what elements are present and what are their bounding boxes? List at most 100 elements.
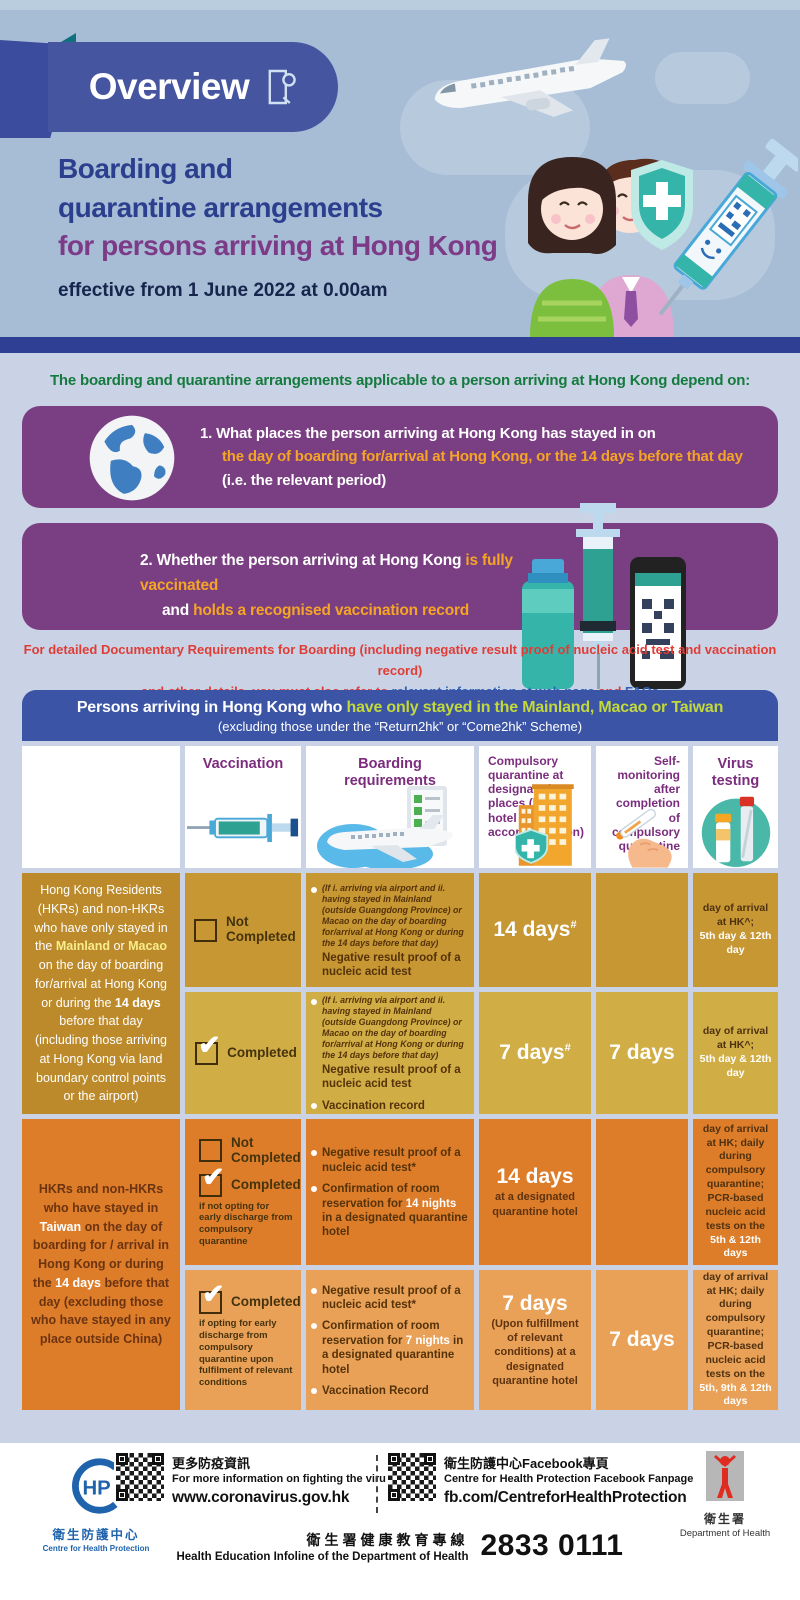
virus-testing-days: 5th, 9th & 12th days — [699, 1381, 772, 1408]
virus-testing-schedule: day of arrival at HK^; — [702, 1025, 769, 1052]
boarding-requirement: Confirmation of room reservation for 7 n… — [311, 1319, 468, 1377]
condition-1-line-b: the day of boarding for/arrival at Hong … — [222, 448, 743, 466]
doh-name-chinese: 衛生署 — [703, 1512, 746, 1526]
condition-2-line-a: Whether the person arriving at Hong Kong — [156, 552, 466, 569]
cloud-shape — [655, 52, 750, 104]
row2-label-text: on the day of boarding for / arrival in … — [32, 1219, 170, 1290]
header-top-strip — [0, 0, 800, 10]
airplane-icon — [434, 38, 626, 117]
infoline-phone-number: 2833 0111 — [480, 1529, 624, 1562]
row2a-vaccination-cell: Not Completed Completed if not opting fo… — [185, 1119, 301, 1265]
doh-logo-block: 衛生署 Department of Health — [670, 1451, 780, 1539]
row1-label-text: before that day (including those arrivin… — [34, 1014, 167, 1104]
infoline-block: 衛生署健康教育專線 Health Education Infoline of t… — [0, 1529, 800, 1563]
row2-highlight-14days: 14 days — [55, 1275, 102, 1290]
virus-testing-days: 5th day & 12th day — [699, 1053, 772, 1079]
svg-text:HP: HP — [82, 1478, 110, 1500]
chp-name-english: Centre for Health Protection — [42, 1544, 150, 1553]
infoline-label-chinese: 衛生署健康教育專線 — [306, 1531, 469, 1548]
row1b-quarantine-cell: 7 days# — [479, 992, 591, 1114]
row1a-boarding-cell: (If i. arriving via airport and ii. havi… — [306, 873, 474, 987]
header-cell-selfmonitoring: Self-monitoring after completion of comp… — [596, 746, 688, 868]
nights-highlight: 7 nights — [405, 1334, 450, 1347]
condition-2-line-b: and — [162, 601, 194, 619]
checkbox-checked-icon — [199, 1163, 225, 1197]
vaccination-header-label: Vaccination — [202, 756, 284, 772]
row2-label-text: before that day (excluding those who hav… — [31, 1275, 171, 1347]
divider-bar — [0, 337, 800, 353]
completed-row: Completed — [195, 1031, 297, 1065]
checkbox-checked-icon — [195, 1031, 221, 1065]
test-tubes-icon — [693, 790, 778, 868]
header-section: Overview Boarding and quarantine arrange… — [0, 0, 800, 337]
quarantine-duration: 14 days — [493, 918, 571, 942]
row2-group-label: HKRs and non-HKRs who have stayed in Tai… — [22, 1119, 180, 1410]
footer-divider — [376, 1455, 378, 1513]
chp-logo: HP — [72, 1458, 118, 1514]
footer-section: HP 衛生防護中心 Centre for Health Protection 更… — [0, 1443, 800, 1600]
condition-2-text: 2. Whether the person arriving at Hong K… — [140, 549, 580, 623]
row2b-boarding-cell: Negative result proof of a nucleic acid … — [306, 1270, 474, 1410]
row1a-quarantine-cell: 14 days# — [479, 873, 591, 987]
virus-testing-schedule: day of arrival at HK; daily during compu… — [702, 1122, 769, 1232]
overview-badge-label: Overview — [88, 66, 250, 107]
boarding-requirement: Negative result proof of a nucleic acid … — [322, 951, 461, 978]
condition-1-text: 1. What places the person arriving at Ho… — [200, 422, 760, 492]
row1-group-label: Hong Kong Residents (HKRs) and non-HKRs … — [22, 873, 180, 1114]
coronavirus-website-url: www.coronavirus.gov.hk — [172, 1489, 350, 1506]
chp-name-chinese: 衛生防護中心 — [52, 1528, 140, 1542]
facebook-label-chinese: 衛生防護中心Facebook專頁 — [444, 1456, 609, 1471]
virus-testing-days: 5th & 12th days — [710, 1233, 761, 1260]
row2a-selfmon-cell — [596, 1119, 688, 1265]
checkbox-empty-icon — [199, 1139, 222, 1163]
row2a-virus-cell: day of arrival at HK; daily during compu… — [693, 1119, 778, 1265]
boarding-requirement: Vaccination record — [311, 1099, 468, 1113]
selfmon-duration: 7 days — [609, 1041, 675, 1065]
disclaimer-line-1: For detailed Documentary Requirements fo… — [23, 642, 777, 678]
infoline-label-english: Health Education Infoline of the Departm… — [176, 1550, 469, 1563]
condition-box-2: 2. Whether the person arriving at Hong K… — [22, 503, 778, 689]
virus-header-label: Virus testing — [711, 756, 760, 789]
condition-2-highlight-1: is fully vaccinated — [140, 552, 513, 594]
requirement-text: in a designated quarantine hotel — [322, 1334, 464, 1376]
vaccination-status-label: Not Completed — [231, 1134, 301, 1165]
vaccination-status-label: Not Completed — [226, 914, 296, 944]
qr-code-facebook — [386, 1451, 438, 1503]
condition-1-line-c: (i.e. the relevant period) — [222, 471, 387, 489]
row2-highlight-taiwan: Taiwan — [39, 1219, 82, 1234]
vaccination-status-label: Completed — [231, 1176, 301, 1192]
effective-date: effective from 1 June 2022 at 0.00am — [58, 279, 388, 301]
checkbox-checked-icon — [199, 1280, 225, 1314]
syringe-illustration — [658, 138, 798, 316]
virus-testing-schedule: day of arrival at HK^; — [702, 902, 769, 929]
row2a-quarantine-cell: 14 days at a designated quarantine hotel — [479, 1119, 591, 1265]
vaccination-status-label: Completed — [227, 1044, 297, 1060]
document-icon — [268, 69, 297, 105]
header-cell-boarding: Boarding requirements — [306, 746, 474, 868]
condition-1-number: 1. — [200, 425, 213, 442]
completed-row: Completed — [199, 1280, 301, 1314]
page-title: Boarding and quarantine arrangements for… — [58, 150, 498, 302]
header-cell-vaccination: Vaccination — [185, 746, 301, 868]
row1a-vaccination-cell: Not Completed — [185, 873, 301, 987]
title-line-3: for persons arriving at Hong Kong — [58, 230, 498, 262]
hand-thermometer-icon — [616, 808, 672, 868]
row1-label-text: on the day of boarding for/arrival at Ho… — [34, 958, 167, 1010]
completed-row: Completed — [199, 1163, 301, 1197]
not-completed-row: Not Completed — [199, 1134, 301, 1166]
row2b-quarantine-cell: 7 days (Upon fulfillment of relevant con… — [479, 1270, 591, 1410]
header-cell-virus: Virus testing — [693, 746, 778, 868]
not-completed-row: Not Completed — [194, 914, 298, 945]
title-line-1: Boarding and — [58, 153, 233, 184]
quarantine-duration: 7 days — [502, 1291, 568, 1315]
condition-2-highlight-2: holds a recognised vaccination record — [193, 601, 470, 619]
row2-label-text: HKRs and non-HKRs who have stayed in — [38, 1182, 164, 1215]
title-line-2: quarantine arrangements — [58, 191, 383, 223]
info-label-chinese: 更多防疫資訊 — [172, 1456, 251, 1471]
condition-2-number: 2. — [140, 552, 153, 569]
banner-text-white: Persons arriving in Hong Kong who — [76, 699, 347, 716]
row2b-selfmon-cell: 7 days — [596, 1270, 688, 1410]
requirement-text: in a designated quarantine hotel — [322, 1211, 468, 1239]
row1a-virus-cell: day of arrival at HK^; 5th day & 12th da… — [693, 873, 778, 987]
